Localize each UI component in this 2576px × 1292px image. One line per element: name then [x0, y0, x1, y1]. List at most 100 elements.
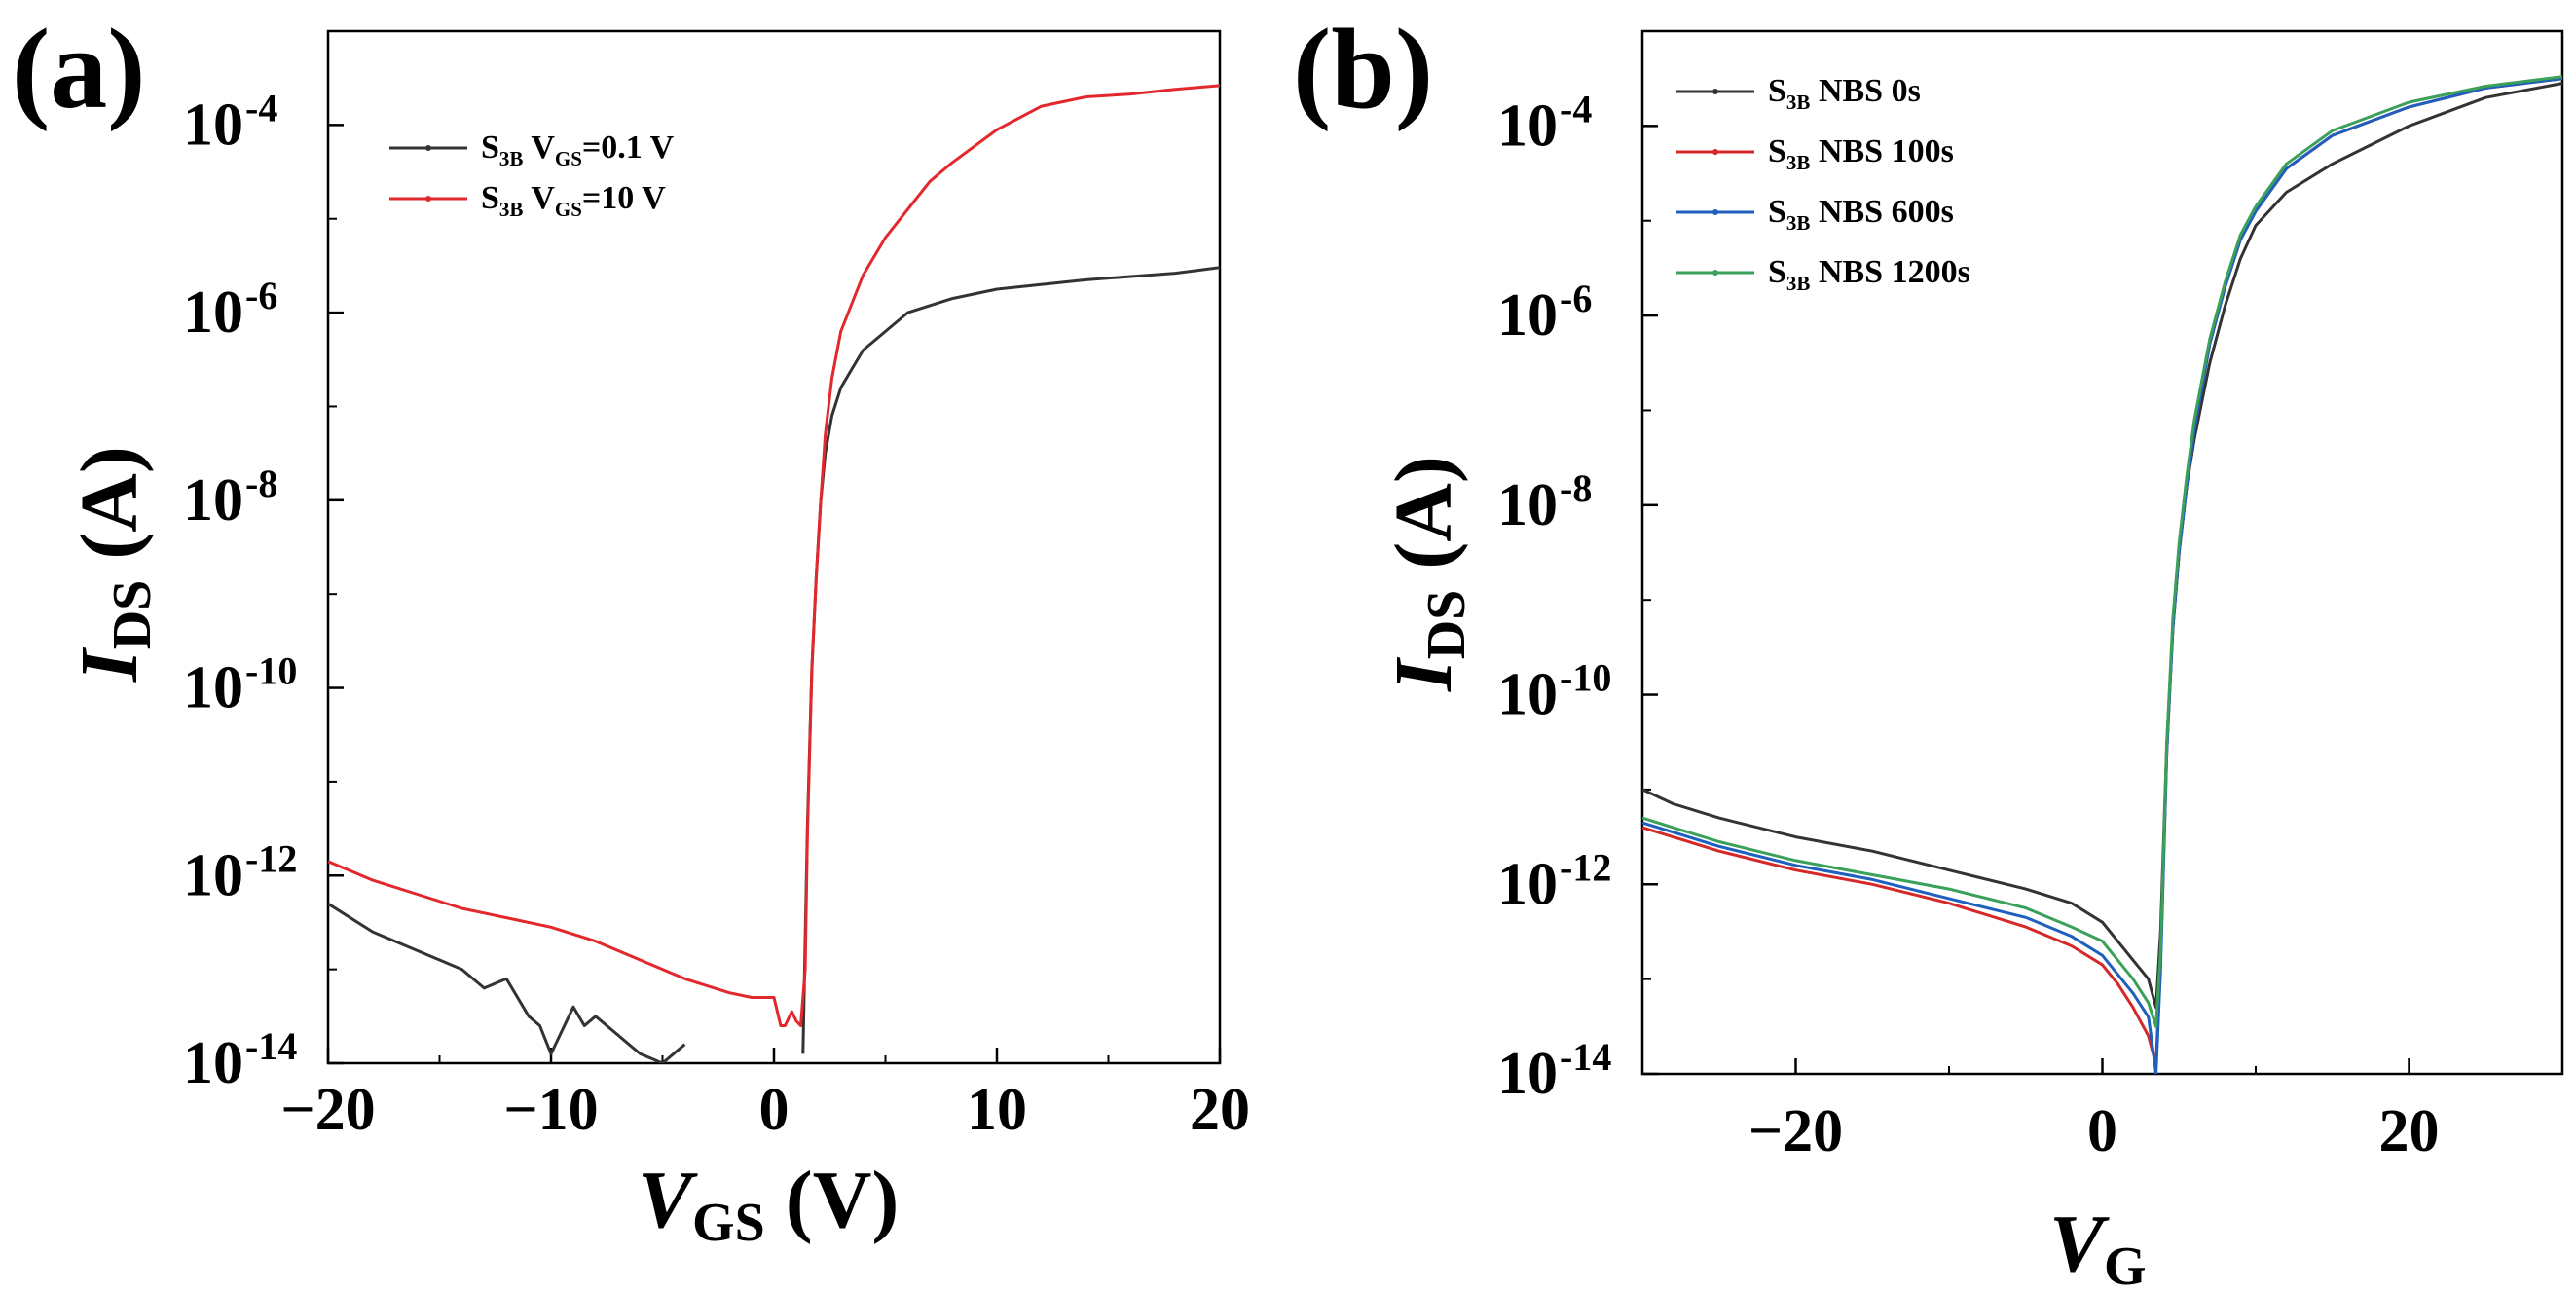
- y-tick-label: 10: [1497, 662, 1558, 728]
- y-axis-unit-a: (A): [64, 446, 155, 580]
- y-tick-exponent: -6: [1560, 277, 1592, 320]
- x-axis-subscript-a: GS: [692, 1193, 765, 1253]
- legend-part-sub: 3B: [1786, 272, 1811, 295]
- y-axis-label-a: IDS (A): [64, 446, 163, 683]
- y-axis-unit-b: (A): [1379, 456, 1469, 590]
- series-group-b: [1642, 75, 2562, 1074]
- y-axis-label-b: IDS (A): [1379, 456, 1477, 692]
- y-tick-base: 10: [1497, 1041, 1558, 1107]
- legend-part-text1: NBS 1200s: [1810, 254, 1969, 290]
- y-tick-exponent: -8: [245, 461, 277, 505]
- legend-label-b-3: S3B NBS 1200s: [1768, 254, 1970, 295]
- legend-part-text2: =0.1 V: [582, 129, 675, 166]
- legend-part-prefix: S: [481, 129, 499, 166]
- series-line-b-3: [1642, 75, 2562, 1028]
- series-line-a-1: [328, 84, 1220, 1027]
- series-group-a: [328, 84, 1220, 1063]
- x-tick-label: 0: [2087, 1098, 2117, 1164]
- y-axis-symbol-b: I: [1379, 656, 1469, 692]
- y-tick-label: 10: [1497, 472, 1558, 538]
- legend-part-prefix: S: [1768, 73, 1786, 109]
- y-tick-base: 10: [1497, 472, 1558, 538]
- legend-part-sub2: GS: [555, 198, 582, 221]
- y-axis-symbol-a: I: [64, 646, 155, 683]
- y-tick-label: 10: [183, 1030, 243, 1096]
- y-tick-exponent: -14: [1560, 1035, 1611, 1079]
- legend-marker-b-0: [1712, 89, 1718, 94]
- x-tick-label: 20: [1190, 1077, 1250, 1143]
- x-axis-symbol-a: V: [638, 1155, 698, 1245]
- y-tick-exponent: -10: [245, 649, 297, 693]
- legend-marker-b-1: [1712, 149, 1718, 155]
- legend-part-prefix: S: [481, 180, 499, 216]
- x-tick-label: −10: [503, 1077, 598, 1143]
- legend-marker-b-2: [1712, 209, 1718, 215]
- x-tick-label: −20: [1748, 1098, 1843, 1164]
- legend-part-text1: NBS 600s: [1810, 194, 1953, 230]
- y-tick-label: 10: [1497, 92, 1558, 159]
- y-tick-base: 10: [1497, 92, 1558, 159]
- x-axis-label-b: VG: [2049, 1199, 2147, 1292]
- y-tick-exponent: -4: [1560, 87, 1592, 130]
- legend-label-b-2: S3B NBS 600s: [1768, 194, 1954, 235]
- legend-part-text1: V: [523, 180, 555, 216]
- y-tick-base: 10: [1497, 282, 1558, 349]
- legend-part-text1: NBS 100s: [1810, 133, 1953, 169]
- y-tick-label: 10: [1497, 851, 1558, 917]
- y-tick-base: 10: [183, 842, 243, 908]
- x-tick-label: −20: [280, 1077, 375, 1143]
- y-tick-base: 10: [183, 655, 243, 721]
- y-tick-exponent: -12: [245, 836, 297, 880]
- legend-part-text1: NBS 0s: [1810, 73, 1920, 109]
- legend-part-sub: 3B: [1786, 211, 1811, 235]
- x-axis-label-a: VGS (V): [638, 1155, 899, 1253]
- y-tick-base: 10: [1497, 851, 1558, 917]
- legend-part-sub2: GS: [555, 147, 582, 170]
- y-tick-label: 10: [183, 279, 243, 346]
- legend-marker-a-0: [425, 145, 431, 151]
- legend-marker-a-1: [425, 196, 431, 202]
- series-line-a-0: [328, 266, 1220, 1063]
- y-tick-base: 10: [183, 279, 243, 346]
- y-tick-base: 10: [183, 467, 243, 534]
- y-tick-label: 10: [183, 467, 243, 534]
- x-axis-symbol-b: V: [2049, 1199, 2110, 1289]
- y-tick-label: 10: [1497, 1041, 1558, 1107]
- legend-marker-b-3: [1712, 270, 1718, 276]
- y-tick-label: 10: [183, 92, 243, 158]
- y-axis-subscript-b: DS: [1417, 590, 1477, 660]
- y-tick-exponent: -4: [245, 86, 277, 129]
- y-tick-exponent: -8: [1560, 466, 1592, 510]
- legend-part-prefix: S: [1768, 254, 1786, 290]
- y-tick-base: 10: [1497, 662, 1558, 728]
- y-tick-label: 10: [183, 842, 243, 908]
- plot-frame-b: [1640, 29, 2564, 1076]
- panel-label-b: (b): [1293, 5, 1433, 132]
- legend-part-prefix: S: [1768, 133, 1786, 169]
- y-tick-exponent: -14: [245, 1024, 297, 1068]
- legend-label-a-0: S3B VGS=0.1 V: [481, 129, 675, 170]
- legend-part-prefix: S: [1768, 194, 1786, 230]
- y-tick-base: 10: [183, 1030, 243, 1096]
- x-axis-subscript-b: G: [2104, 1237, 2147, 1292]
- legend-label-a-1: S3B VGS=10 V: [481, 180, 666, 221]
- x-axis-unit-a: (V): [765, 1155, 900, 1245]
- y-tick-base: 10: [183, 92, 243, 158]
- legend-label-b-0: S3B NBS 0s: [1768, 73, 1921, 114]
- legend-part-sub: 3B: [1786, 151, 1811, 174]
- y-tick-label: 10: [1497, 282, 1558, 349]
- panel-label-a: (a): [12, 5, 146, 132]
- y-axis-subscript-a: DS: [102, 580, 163, 650]
- x-tick-label: 20: [2379, 1098, 2440, 1164]
- x-tick-label: 10: [967, 1077, 1027, 1143]
- legend-part-sub: 3B: [499, 198, 524, 221]
- y-tick-exponent: -12: [1560, 845, 1611, 889]
- legend-part-sub: 3B: [499, 147, 524, 170]
